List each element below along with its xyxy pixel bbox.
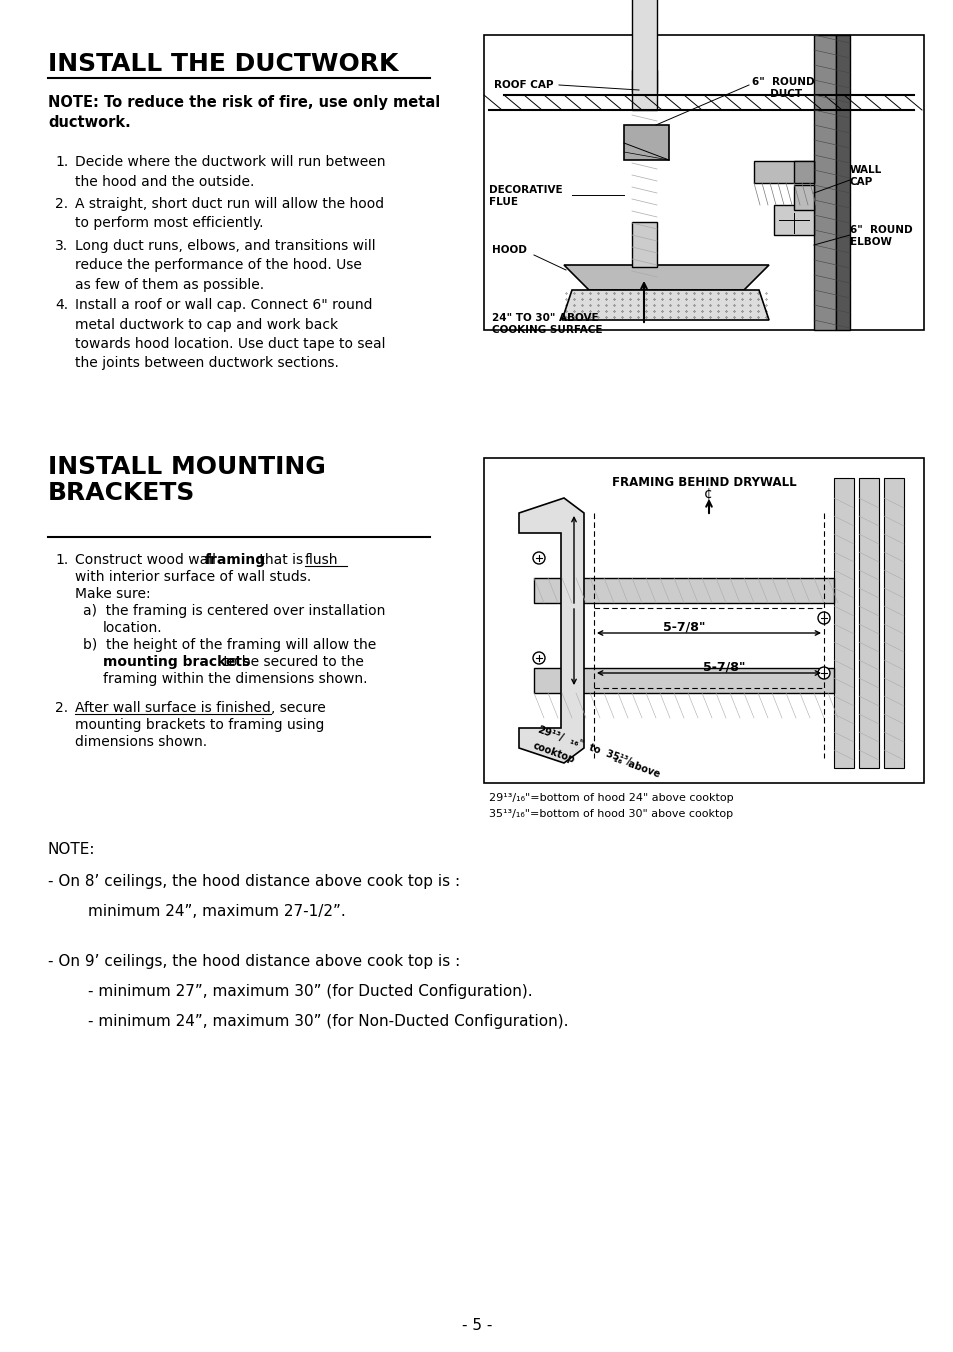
Text: location.: location.: [103, 621, 162, 635]
Text: , secure: , secure: [271, 700, 325, 715]
Text: Install a roof or wall cap. Connect 6" round
metal ductwork to cap and work back: Install a roof or wall cap. Connect 6" r…: [75, 297, 385, 370]
Text: that is: that is: [254, 553, 307, 566]
Bar: [753, 161, 813, 183]
Bar: [833, 479, 853, 768]
Text: INSTALL THE DUCTWORK: INSTALL THE DUCTWORK: [48, 51, 398, 76]
Polygon shape: [561, 289, 768, 320]
Text: NOTE:: NOTE:: [48, 842, 95, 857]
Text: ₁₆"  to  35¹³/: ₁₆" to 35¹³/: [568, 735, 632, 767]
Text: - minimum 24”, maximum 30” (for Non-Ducted Configuration).: - minimum 24”, maximum 30” (for Non-Duct…: [88, 1014, 568, 1029]
Bar: [631, 0, 657, 110]
Bar: [631, 70, 657, 92]
Text: 29¹³/₁₆"=bottom of hood 24" above cooktop: 29¹³/₁₆"=bottom of hood 24" above cookto…: [489, 794, 733, 803]
Text: 3.: 3.: [55, 239, 68, 253]
Text: mounting brackets to framing using: mounting brackets to framing using: [75, 718, 324, 731]
Text: ¢: ¢: [703, 488, 712, 502]
Text: framing within the dimensions shown.: framing within the dimensions shown.: [103, 672, 367, 685]
Bar: [631, 222, 657, 266]
Text: A straight, short duct run will allow the hood
to perform most efficiently.: A straight, short duct run will allow th…: [75, 197, 384, 230]
Text: minimum 24”, maximum 27-1/2”.: minimum 24”, maximum 27-1/2”.: [88, 904, 345, 919]
Text: a)  the framing is centered over installation: a) the framing is centered over installa…: [83, 604, 385, 618]
Text: DECORATIVE
FLUE: DECORATIVE FLUE: [489, 185, 562, 207]
Bar: [483, 458, 923, 783]
Bar: [793, 185, 813, 210]
Circle shape: [533, 652, 544, 664]
Text: Make sure:: Make sure:: [75, 587, 151, 602]
Text: with interior surface of wall studs.: with interior surface of wall studs.: [75, 571, 311, 584]
Text: Construct wood wall: Construct wood wall: [75, 553, 220, 566]
Bar: [883, 479, 903, 768]
Text: Decide where the ductwork will run between
the hood and the outside.: Decide where the ductwork will run betwe…: [75, 155, 385, 188]
Text: 5-7/8": 5-7/8": [702, 661, 744, 675]
Text: 6"  ROUND
     DUCT: 6" ROUND DUCT: [751, 77, 814, 99]
Bar: [623, 124, 668, 160]
Circle shape: [533, 552, 544, 564]
Circle shape: [817, 667, 829, 679]
Text: cooktop: cooktop: [532, 741, 577, 765]
Bar: [483, 35, 923, 330]
Text: NOTE: To reduce the risk of fire, use only metal
ductwork.: NOTE: To reduce the risk of fire, use on…: [48, 95, 439, 130]
Text: - 5 -: - 5 -: [461, 1318, 492, 1333]
Text: 5-7/8": 5-7/8": [662, 621, 704, 634]
Text: - On 8’ ceilings, the hood distance above cook top is :: - On 8’ ceilings, the hood distance abov…: [48, 873, 459, 890]
Text: 1.: 1.: [55, 155, 69, 169]
Text: to be secured to the: to be secured to the: [219, 654, 363, 669]
Text: ROOF CAP: ROOF CAP: [494, 80, 553, 91]
Text: b)  the height of the framing will allow the: b) the height of the framing will allow …: [83, 638, 375, 652]
Text: ₁₆  above: ₁₆ above: [612, 753, 660, 779]
Text: 24" TO 30" ABOVE
COOKING SURFACE: 24" TO 30" ABOVE COOKING SURFACE: [492, 314, 602, 334]
Text: 29¹³/: 29¹³/: [536, 725, 564, 744]
Bar: [813, 35, 835, 330]
Bar: [534, 668, 833, 694]
Text: dimensions shown.: dimensions shown.: [75, 735, 207, 749]
Text: Long duct runs, elbows, and transitions will
reduce the performance of the hood.: Long duct runs, elbows, and transitions …: [75, 239, 375, 292]
Bar: [835, 35, 849, 330]
Polygon shape: [563, 265, 768, 289]
Bar: [773, 206, 813, 235]
Text: 6"  ROUND
ELBOW: 6" ROUND ELBOW: [849, 224, 912, 246]
Text: - minimum 27”, maximum 30” (for Ducted Configuration).: - minimum 27”, maximum 30” (for Ducted C…: [88, 984, 532, 999]
Text: FRAMING BEHIND DRYWALL: FRAMING BEHIND DRYWALL: [611, 476, 796, 489]
Bar: [534, 579, 833, 603]
Text: 2.: 2.: [55, 700, 68, 715]
Text: 4.: 4.: [55, 297, 68, 312]
Bar: [858, 479, 878, 768]
Polygon shape: [518, 498, 583, 763]
Text: flush: flush: [305, 553, 338, 566]
Text: INSTALL MOUNTING
BRACKETS: INSTALL MOUNTING BRACKETS: [48, 456, 326, 504]
Bar: [793, 161, 813, 183]
Text: 35¹³/₁₆"=bottom of hood 30" above cooktop: 35¹³/₁₆"=bottom of hood 30" above cookto…: [489, 808, 732, 819]
Text: 1.: 1.: [55, 553, 69, 566]
Circle shape: [817, 612, 829, 625]
Text: framing: framing: [205, 553, 266, 566]
Text: WALL
CAP: WALL CAP: [849, 165, 882, 187]
Text: - On 9’ ceilings, the hood distance above cook top is :: - On 9’ ceilings, the hood distance abov…: [48, 955, 459, 969]
Text: After wall surface is finished: After wall surface is finished: [75, 700, 271, 715]
Text: mounting brackets: mounting brackets: [103, 654, 250, 669]
Text: 2.: 2.: [55, 197, 68, 211]
Text: HOOD: HOOD: [492, 245, 526, 256]
